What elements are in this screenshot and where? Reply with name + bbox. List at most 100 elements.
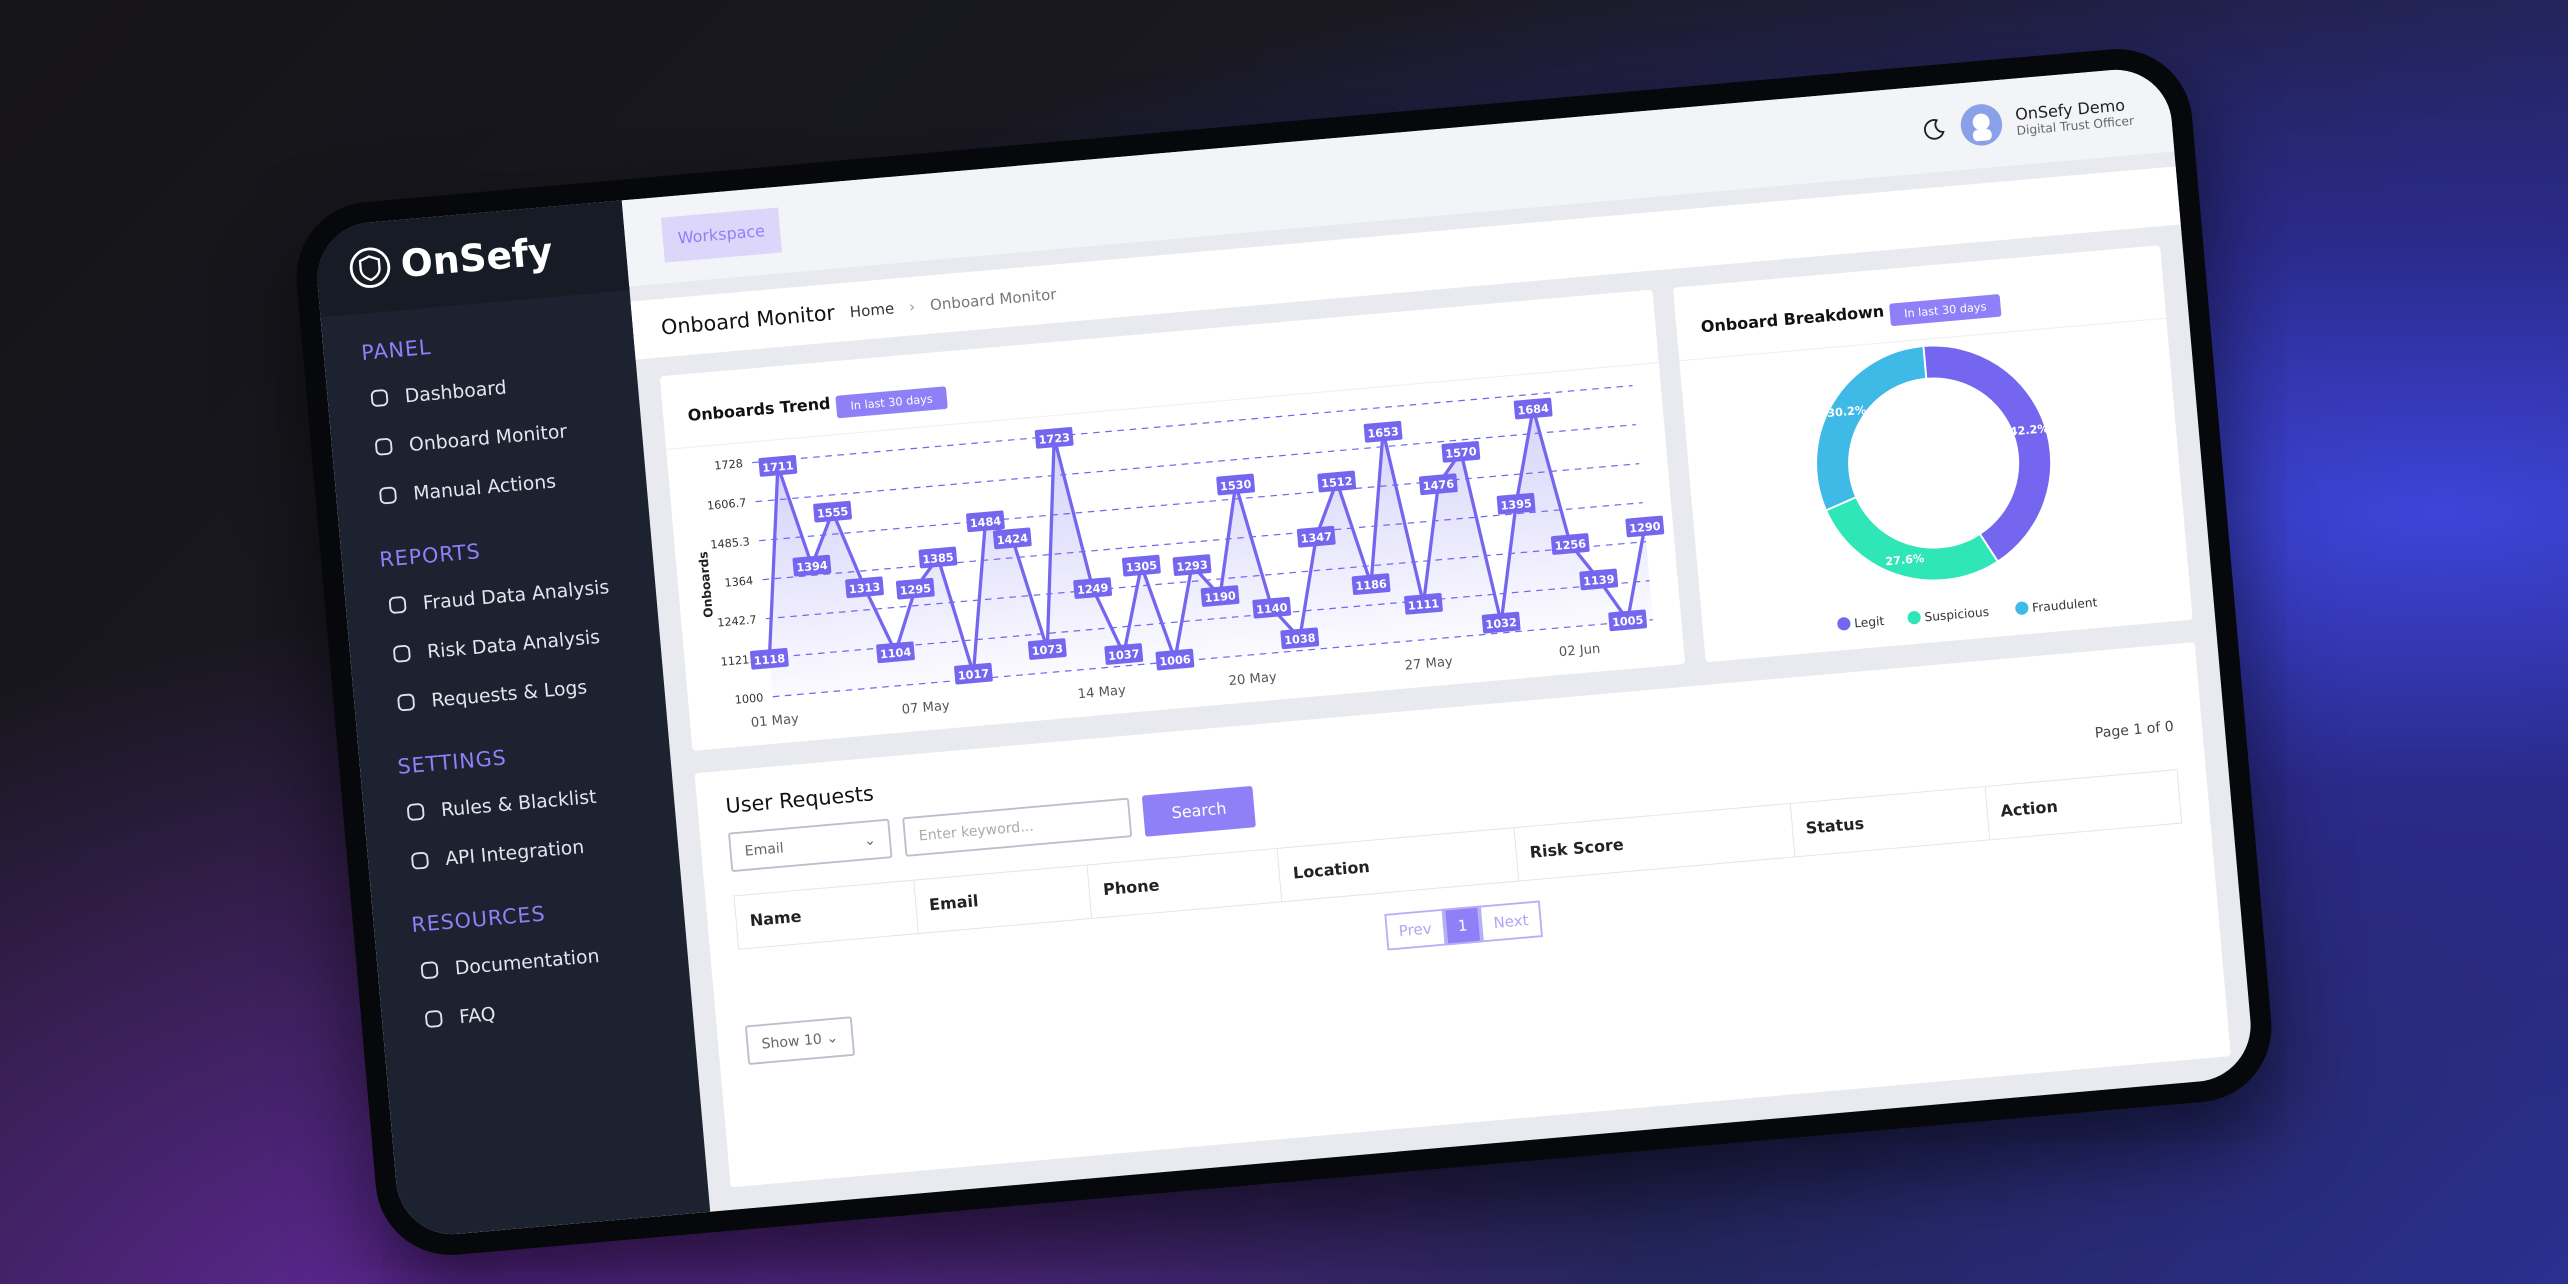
x-tick-label: 02 Jun [1558, 642, 1601, 661]
y-axis-title: Onboards [696, 551, 716, 618]
nav-item[interactable]: Rules & Blacklist [362, 765, 675, 841]
topbar: Workspace OnSefy Demo Digital Trust Offic… [621, 65, 2175, 287]
filter-value: Email [743, 839, 785, 860]
icon-shape [379, 486, 397, 505]
breakdown-card: Onboard Breakdown In last 30 days42.2%27.… [1672, 245, 2193, 663]
sidebar: OnSefy PANEL Dashboard Onboard Monitor Manu… [312, 200, 711, 1239]
prev[interactable]: Prev [1384, 908, 1447, 951]
data-label: 1190 [1204, 589, 1237, 605]
next[interactable]: Next [1478, 900, 1544, 943]
donut-slice [1815, 344, 1928, 512]
nav-item[interactable]: Fraud Data Analysis [344, 558, 657, 634]
nav-label: Rules & Blacklist [440, 784, 598, 821]
column-header: Name [733, 880, 919, 950]
data-label: 1290 [1629, 520, 1662, 536]
nav-label: FAQ [458, 1002, 497, 1028]
nav-item[interactable]: Requests & Logs [353, 656, 666, 732]
tablet: OnSefy PANEL Dashboard Onboard Monitor Manu… [290, 42, 2278, 1262]
data-label: 1073 [1031, 642, 1063, 658]
page-size-value: Show 10 [760, 1030, 823, 1053]
brand: OnSefy [399, 230, 555, 287]
nav-item[interactable]: API Integration [366, 814, 679, 890]
data-label-bg [1481, 611, 1521, 634]
x-tick-label: 20 May [1228, 670, 1277, 689]
main: Workspace OnSefy Demo Digital Trust Offic… [621, 65, 2256, 1212]
nav-icon [411, 851, 429, 870]
data-label: 1017 [957, 667, 989, 683]
line [767, 408, 1647, 675]
crumb-sep: › [908, 297, 916, 316]
data-label-bg [1317, 470, 1357, 493]
y-tick-label: 1364 [724, 574, 754, 589]
header-rule [666, 362, 1659, 450]
data-label-bg [876, 641, 915, 664]
data-label-bg [1027, 638, 1067, 660]
data-label: 1249 [1077, 581, 1110, 597]
search-button[interactable]: Search [1141, 785, 1257, 837]
icon-shape [407, 803, 425, 821]
data-label: 1006 [1159, 653, 1192, 669]
nav-icon [388, 596, 407, 614]
data-label: 1512 [1321, 475, 1353, 491]
search-input[interactable]: Enter keyword... [902, 797, 1133, 857]
icon-shape [388, 596, 407, 614]
data-label-bg [758, 455, 798, 477]
data-label: 1140 [1256, 601, 1289, 617]
data-label: 1037 [1108, 647, 1140, 663]
y-tick-label: 1000 [734, 691, 764, 706]
page-size[interactable]: Show 10 ⌄ [744, 1016, 855, 1065]
nav-label: Onboard Monitor [408, 419, 568, 456]
data-label: 1684 [1517, 402, 1550, 418]
icon-shape [375, 438, 393, 456]
user[interactable]: OnSefy Demo Digital Trust Officer [1918, 90, 2135, 152]
crumb-home[interactable]: Home [849, 298, 895, 321]
data-label-bg [1104, 643, 1144, 665]
nav-item[interactable]: Onboard Monitor [330, 400, 643, 476]
nav-item[interactable]: Manual Actions [334, 449, 647, 525]
data-label-bg [1296, 525, 1336, 548]
data-label: 1476 [1422, 478, 1455, 494]
x-tick-label: 07 May [901, 699, 950, 718]
legend-label: Fraudulent [2032, 595, 2099, 615]
grid-line [759, 463, 1640, 542]
logo[interactable]: OnSefy [312, 200, 630, 318]
workspace-tab[interactable]: Workspace [660, 207, 782, 263]
theme-toggle[interactable] [1919, 115, 1948, 144]
nav-item[interactable]: FAQ [380, 972, 693, 1048]
legend-label: Suspicious [1924, 605, 1990, 625]
data-label-bg [845, 576, 884, 599]
icon-shape [397, 693, 415, 712]
data-label: 1032 [1485, 616, 1517, 632]
page-1[interactable]: 1 [1443, 905, 1482, 946]
icon-shape [420, 961, 439, 979]
filter-select[interactable]: Email ⌄ [727, 818, 893, 873]
data-label-bg [813, 500, 852, 523]
nav-item[interactable]: Risk Data Analysis [348, 607, 661, 683]
data-label: 1555 [816, 505, 849, 521]
y-tick-label: 1485.3 [710, 535, 750, 551]
data-label: 1394 [796, 559, 829, 575]
charts-row: Onboards Trend In last 30 days Onboards 100… [659, 245, 2193, 751]
nav-item[interactable]: Documentation [376, 923, 689, 999]
slice-label: 30.2% [1827, 404, 1867, 420]
data-label-bg [1172, 554, 1212, 576]
data-label-bg [1200, 585, 1240, 607]
nav-icon [393, 644, 411, 663]
data-label: 1118 [753, 652, 786, 668]
data-label-bg [992, 527, 1032, 550]
column-header: Risk Score [1513, 803, 1795, 882]
data-label: 1305 [1125, 559, 1158, 575]
icon-shape [393, 644, 411, 663]
data-label: 1347 [1300, 530, 1332, 546]
data-label: 1104 [879, 646, 912, 662]
donut-slice [1922, 344, 2053, 563]
icon-shape [411, 851, 429, 870]
y-tick-label: 1242.7 [717, 613, 757, 629]
placeholder: Enter keyword... [918, 817, 1035, 845]
data-label-bg [1608, 609, 1648, 632]
page-info: Page 1 of 0 [2094, 717, 2175, 742]
data-label: 1653 [1367, 425, 1399, 441]
badge-bg [835, 386, 948, 419]
nav-item[interactable]: Dashboard [326, 351, 639, 427]
